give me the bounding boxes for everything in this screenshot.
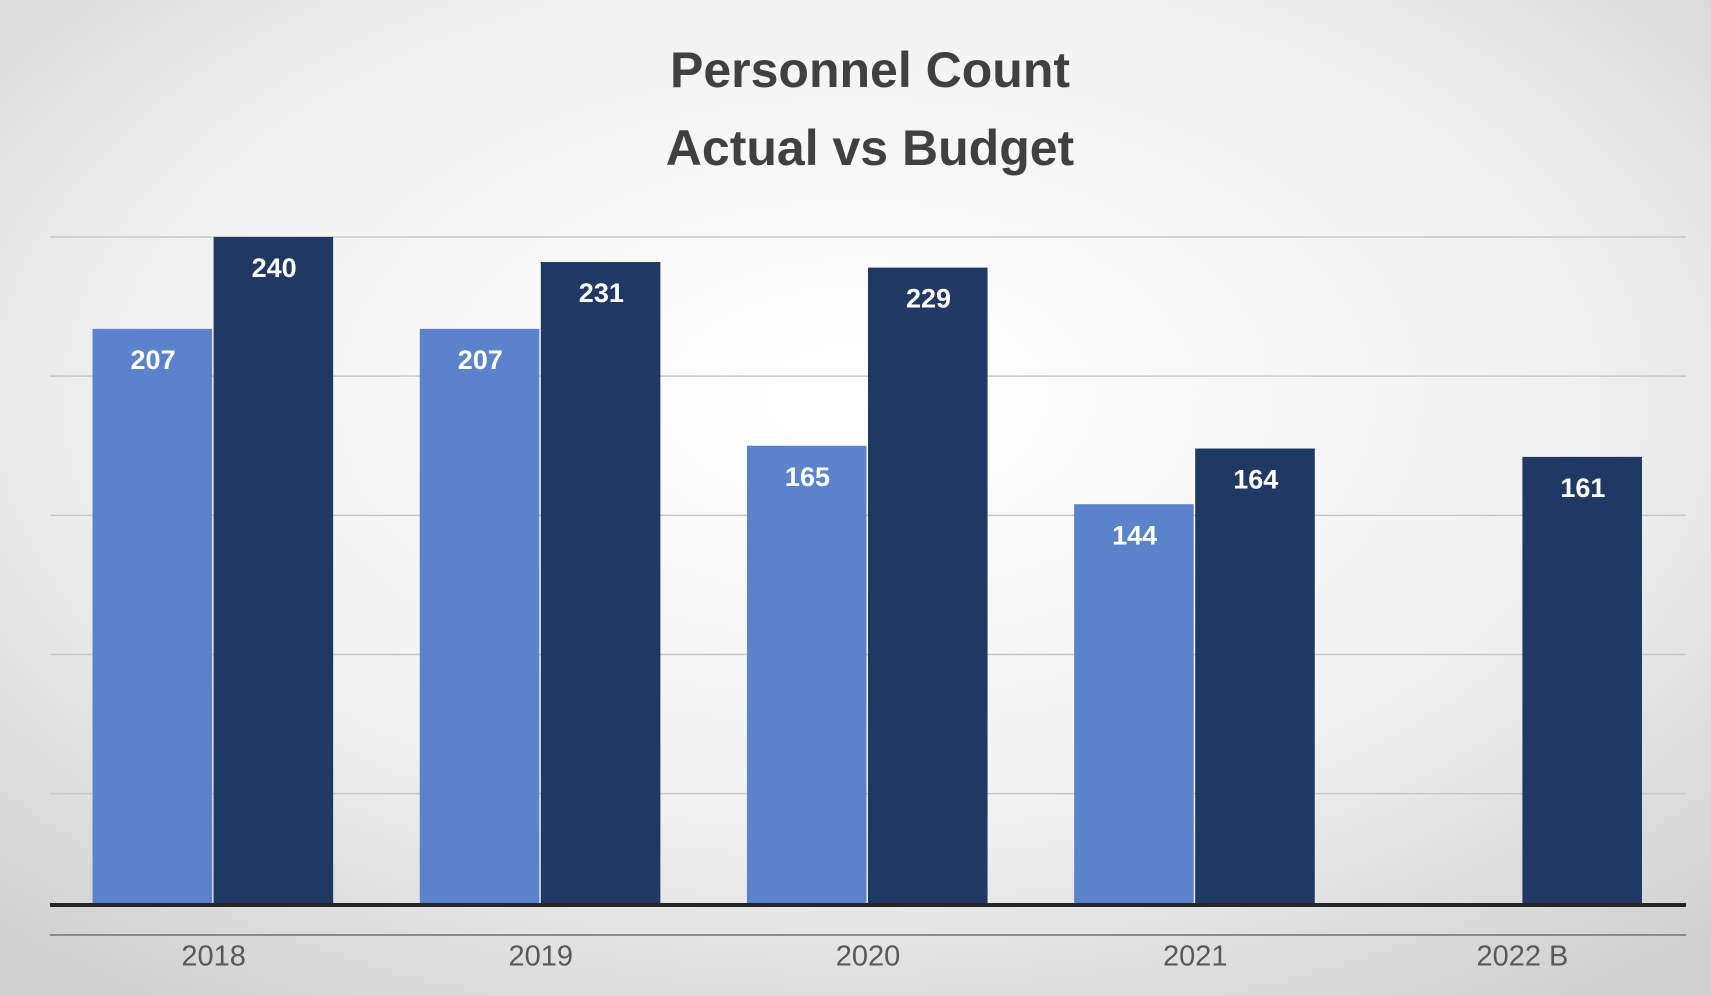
data-label: 161 [1560, 473, 1605, 503]
bar [1522, 456, 1642, 905]
data-label: 165 [785, 462, 830, 492]
data-label: 240 [252, 253, 297, 283]
x-tick-label: 2019 [509, 941, 574, 973]
x-tick-label: 2018 [181, 941, 246, 973]
data-label: 229 [906, 284, 951, 314]
chart-title: Personnel Count [670, 42, 1070, 98]
data-label: 164 [1233, 465, 1278, 495]
chart-title: Actual vs Budget [666, 120, 1075, 176]
data-label: 231 [579, 278, 624, 308]
bar [92, 328, 213, 906]
bar [1074, 504, 1194, 905]
bar [746, 445, 867, 905]
data-label: 144 [1112, 520, 1157, 550]
x-tick-label: 2021 [1163, 941, 1228, 973]
bar [540, 262, 661, 905]
bar [868, 267, 988, 905]
data-label: 207 [131, 345, 176, 375]
x-tick-label: 2020 [836, 941, 901, 973]
bar [419, 328, 540, 906]
x-tick-label: 2022 B [1476, 941, 1568, 973]
bar [213, 237, 334, 905]
data-label: 207 [458, 345, 503, 375]
bar [1195, 448, 1315, 905]
